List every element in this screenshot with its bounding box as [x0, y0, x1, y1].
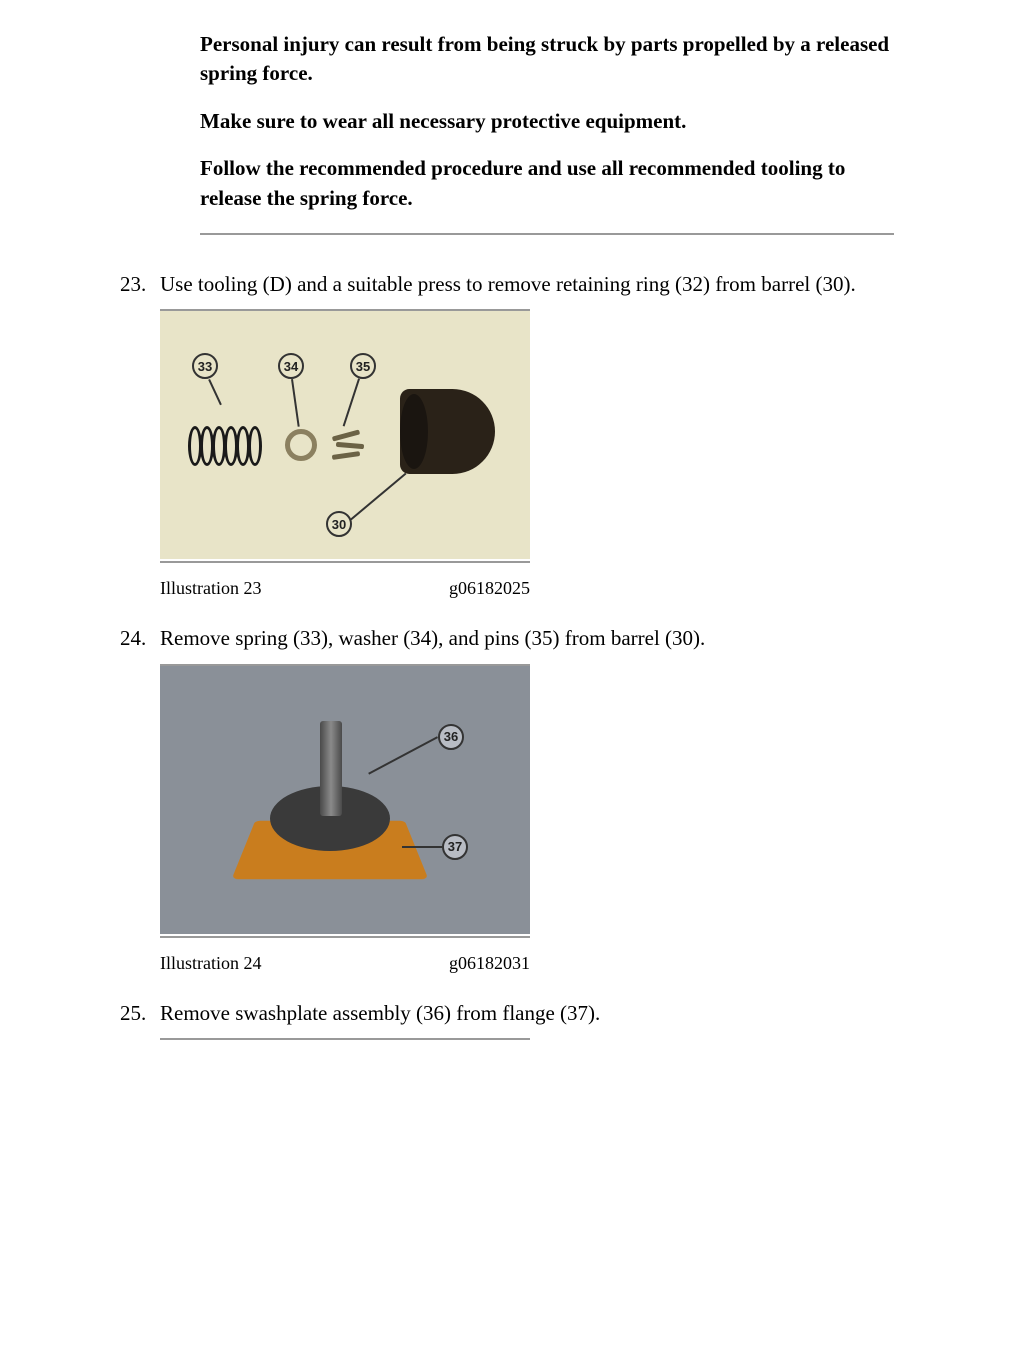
callout-33: 33	[192, 353, 218, 379]
callout-33-line	[208, 379, 222, 405]
step-24-number: 24.	[120, 624, 160, 653]
figure-23-block: 33 34 35 30 Illustration 23 g06182025	[160, 309, 530, 599]
final-divider	[160, 1038, 530, 1040]
figure-23-bottom-rule	[160, 561, 530, 563]
step-23-number: 23.	[120, 270, 160, 299]
figure-24-caption: Illustration 24 g06182031	[160, 953, 530, 974]
pin-part-2	[336, 442, 364, 449]
figure-24-block: 36 37 Illustration 24 g06182031	[160, 664, 530, 974]
callout-30-line	[350, 473, 406, 521]
step-23: 23. Use tooling (D) and a suitable press…	[120, 270, 934, 299]
warning-block: Personal injury can result from being st…	[200, 30, 894, 213]
step-24-text: Remove spring (33), washer (34), and pin…	[160, 624, 934, 653]
illustration-23-code: g06182025	[449, 578, 530, 599]
warning-divider	[200, 233, 894, 235]
callout-34-line	[291, 379, 300, 427]
step-25-number: 25.	[120, 999, 160, 1028]
callout-35: 35	[350, 353, 376, 379]
warning-line-3: Follow the recommended procedure and use…	[200, 154, 894, 213]
callout-36: 36	[438, 724, 464, 750]
warning-line-1: Personal injury can result from being st…	[200, 30, 894, 89]
callout-37-line	[402, 846, 442, 848]
pin-part-1	[332, 430, 360, 442]
illustration-24-code: g06182031	[449, 953, 530, 974]
figure-24-bottom-rule	[160, 936, 530, 938]
callout-36-line	[368, 736, 438, 774]
warning-line-2: Make sure to wear all necessary protecti…	[200, 107, 894, 136]
washer-part	[285, 429, 317, 461]
pin-part-3	[332, 451, 360, 460]
callout-35-line	[343, 379, 360, 427]
swashplate-shaft	[320, 721, 342, 816]
illustration-23-label: Illustration 23	[160, 578, 262, 599]
illustration-24-image: 36 37	[160, 666, 530, 934]
barrel-part	[400, 389, 495, 474]
step-23-text: Use tooling (D) and a suitable press to …	[160, 270, 934, 299]
callout-34: 34	[278, 353, 304, 379]
figure-23-caption: Illustration 23 g06182025	[160, 578, 530, 599]
callout-30: 30	[326, 511, 352, 537]
step-24: 24. Remove spring (33), washer (34), and…	[120, 624, 934, 653]
spring-part	[188, 426, 268, 466]
step-25-text: Remove swashplate assembly (36) from fla…	[160, 999, 934, 1028]
callout-37: 37	[442, 834, 468, 860]
step-25: 25. Remove swashplate assembly (36) from…	[120, 999, 934, 1028]
illustration-23-image: 33 34 35 30	[160, 311, 530, 559]
illustration-24-label: Illustration 24	[160, 953, 262, 974]
